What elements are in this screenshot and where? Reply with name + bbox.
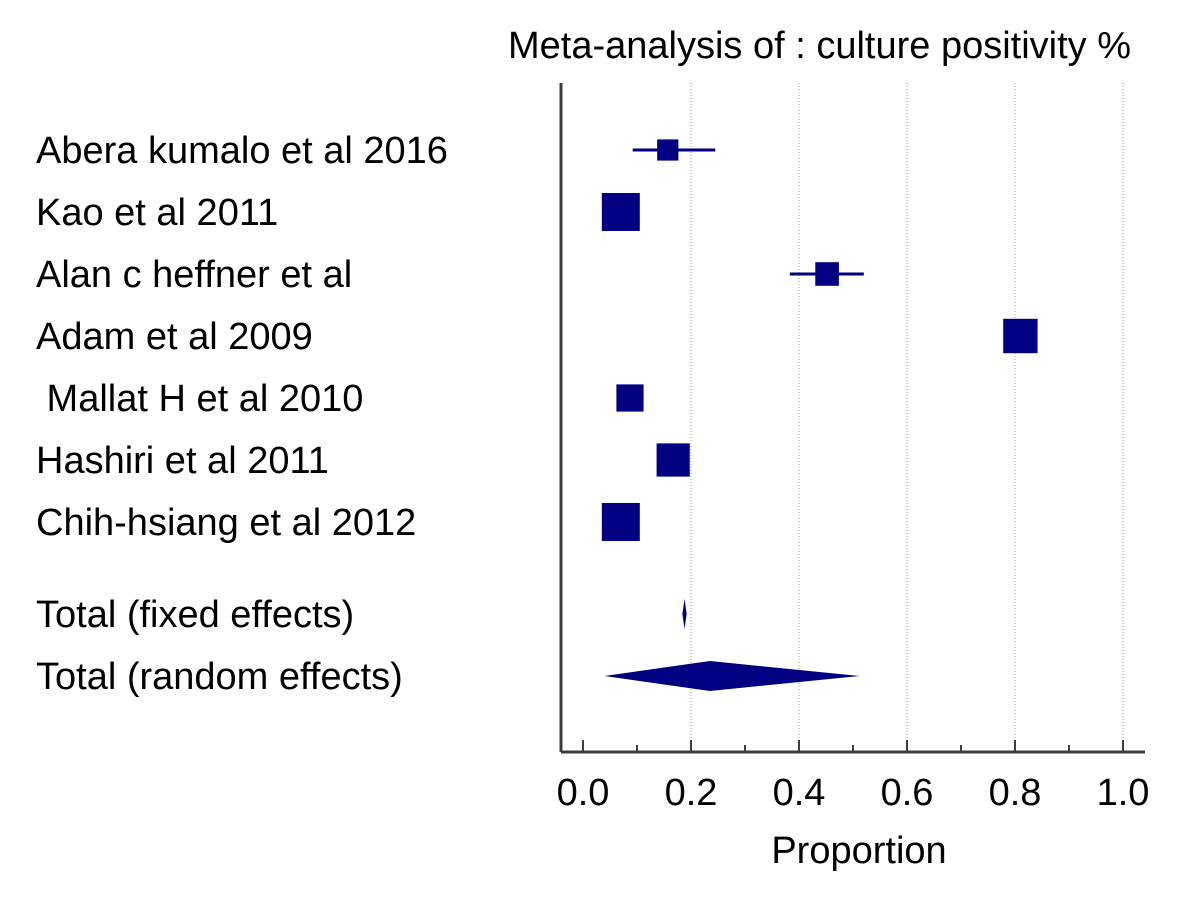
fixed-effects-diamond [682,599,687,629]
gridlines [690,83,1124,752]
study-point-estimate [601,503,640,541]
x-tick-label: 1.0 [1097,772,1150,814]
study-markers [601,139,1038,541]
study-label: Hashiri et al 2011 [36,440,329,482]
study-point-estimate [1003,318,1038,354]
total-label: Total (random effects) [36,656,403,698]
chart-title: Meta-analysis of : culture positivity % [508,25,1131,67]
study-label: Kao et al 2011 [36,192,278,234]
study-point-estimate [656,443,690,477]
study-point-estimate [657,139,679,161]
x-tick-label: 0.6 [881,772,934,814]
random-effects-diamond [604,661,860,691]
x-tick-label: 0.4 [773,772,826,814]
x-tick-label: 0.0 [557,772,610,814]
study-point-estimate [815,262,839,286]
x-axis-title: Proportion [771,830,946,872]
study-label: Mallat H et al 2010 [36,378,363,420]
study-point-estimate [601,193,640,231]
study-labels: Abera kumalo et al 2016 Kao et al 2011 Ala… [36,130,448,698]
x-tick-label: 0.8 [989,772,1042,814]
x-axis-tick-labels: 0.0 0.2 0.4 0.6 0.8 1.0 [557,772,1150,814]
study-label: Adam et al 2009 [36,316,313,358]
x-axis-ticks [582,740,1124,752]
study-label: Chih-hsiang et al 2012 [36,502,416,544]
pooled-diamonds [604,599,860,691]
total-label: Total (fixed effects) [36,594,354,636]
x-tick-label: 0.2 [665,772,718,814]
study-label: Abera kumalo et al 2016 [36,130,448,172]
study-label: Alan c heffner et al [36,254,352,296]
study-point-estimate [616,384,644,412]
